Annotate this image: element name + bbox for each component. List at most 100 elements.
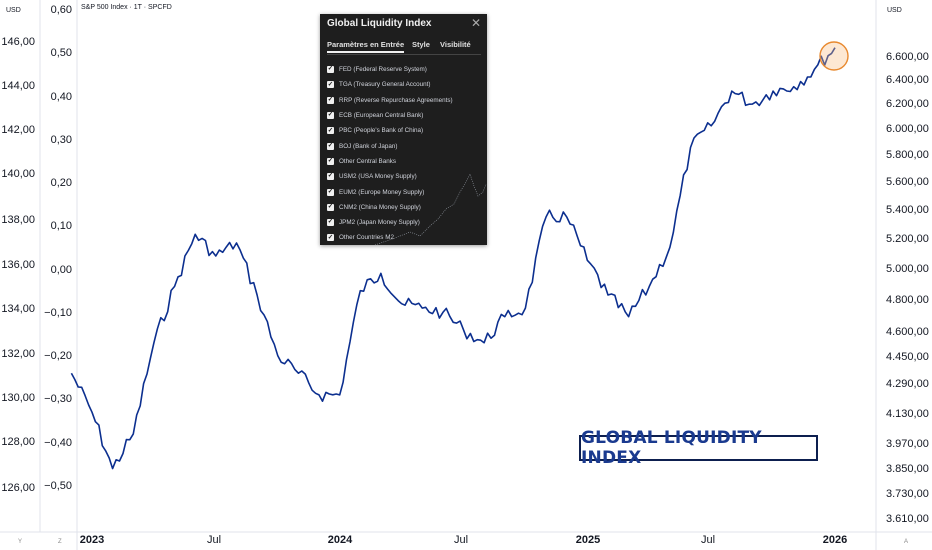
tab-inputs[interactable]: Paramètres en Entrée <box>327 40 405 53</box>
left-inner-tick-label: −0,30 <box>44 393 72 405</box>
checkbox-checked-icon[interactable]: ✓ <box>327 203 334 211</box>
checkbox-item-eum2[interactable]: ✓ EUM2 (Europe Money Supply) <box>327 184 487 199</box>
time-tick-label: Jul <box>207 534 221 546</box>
checkbox-label: CNM2 (China Money Supply) <box>339 203 421 211</box>
checkbox-checked-icon[interactable]: ✓ <box>327 80 334 89</box>
checkbox-checked-icon[interactable]: ✓ <box>327 111 334 120</box>
checkbox-label: FED (Federal Reserve System) <box>339 66 427 74</box>
time-tick-label: 2023 <box>80 534 104 546</box>
right-tick-label: 5.800,00 <box>886 149 929 161</box>
right-tick-label: 6.200,00 <box>886 98 929 110</box>
left-outer-tick-label: 144,00 <box>1 80 35 92</box>
close-icon[interactable]: ✕ <box>470 16 481 30</box>
right-tick-label: 4.290,00 <box>886 378 929 390</box>
checkbox-item-other-m2[interactable]: ✓ Other Countries M2 <box>327 230 487 245</box>
checkbox-item-fed[interactable]: ✓ FED (Federal Reserve System) <box>327 62 487 77</box>
right-axis: 6.600,00 6.400,00 6.200,00 6.000,00 5.800,00… <box>886 51 929 525</box>
left-outer-tick-label: 146,00 <box>1 36 35 48</box>
checkbox-checked-icon[interactable]: ✓ <box>327 233 334 242</box>
right-tick-label: 4.600,00 <box>886 326 929 338</box>
checkbox-item-usm2[interactable]: ✓ USM2 (USA Money Supply) <box>327 169 487 184</box>
checkbox-item-pbc[interactable]: ✓ PBC (People's Bank of China) <box>327 123 487 138</box>
time-axis: 2023 Jul 2024 Jul 2025 Jul 2026 <box>80 534 847 546</box>
checkbox-checked-icon[interactable]: ✓ <box>327 65 334 74</box>
corner-label-mid: Z <box>58 539 62 545</box>
left-unit-label: USD <box>6 7 21 14</box>
indicator-settings-dialog[interactable]: Global Liquidity Index ✕ Paramètres en E… <box>320 14 487 245</box>
left-outer-tick-label: 142,00 <box>1 124 35 136</box>
symbol-label: S&P 500 Index · 1T · SPCFD <box>81 4 172 11</box>
right-tick-label: 3.970,00 <box>886 438 929 450</box>
right-tick-label: 6.000,00 <box>886 123 929 135</box>
checkbox-label: EUM2 (Europe Money Supply) <box>339 188 425 196</box>
checkbox-label: JPM2 (Japan Money Supply) <box>339 219 420 227</box>
corner-label-left: Y <box>18 539 22 545</box>
right-tick-label: 5.200,00 <box>886 233 929 245</box>
checkbox-checked-icon[interactable]: ✓ <box>327 126 334 135</box>
checkbox-checked-icon[interactable]: ✓ <box>327 95 334 104</box>
left-inner-tick-label: 0,40 <box>51 91 72 103</box>
right-tick-label: 5.600,00 <box>886 176 929 188</box>
right-tick-label: 3.850,00 <box>886 463 929 475</box>
checkbox-checked-icon[interactable]: ✓ <box>327 157 334 165</box>
left-outer-tick-label: 140,00 <box>1 168 35 180</box>
checkbox-item-tga[interactable]: ✓ TGA (Treasury General Account) <box>327 77 487 92</box>
corner-label-right: A <box>904 539 908 545</box>
checkbox-label: PBC (People's Bank of China) <box>339 127 424 135</box>
tab-visibility[interactable]: Visibilité <box>440 40 471 49</box>
left-inner-axis: 0,60 0,50 0,40 0,30 0,20 0,10 0,00 −0,10 −0,20 −0… <box>44 4 72 492</box>
checkbox-item-ecb[interactable]: ✓ ECB (European Central Bank) <box>327 108 487 123</box>
checkbox-checked-icon[interactable]: ✓ <box>327 187 334 196</box>
time-tick-label: 2025 <box>576 534 600 546</box>
left-inner-tick-label: −0,20 <box>44 350 72 362</box>
right-tick-label: 3.610,00 <box>886 513 929 525</box>
right-tick-label: 6.400,00 <box>886 74 929 86</box>
input-checkbox-list: ✓ FED (Federal Reserve System) ✓ TGA (Trea… <box>327 62 487 245</box>
right-tick-label: 6.600,00 <box>886 51 929 63</box>
checkbox-label: USM2 (USA Money Supply) <box>339 173 417 181</box>
time-tick-label: 2026 <box>823 534 847 546</box>
right-tick-label: 5.400,00 <box>886 204 929 216</box>
left-inner-tick-label: 0,00 <box>51 264 72 276</box>
checkbox-label: BOJ (Bank of Japan) <box>339 142 398 150</box>
liquidity-index-line <box>70 47 836 470</box>
checkbox-checked-icon[interactable]: ✓ <box>327 218 334 227</box>
checkbox-label: TGA (Treasury General Account) <box>339 81 431 89</box>
right-tick-label: 3.730,00 <box>886 488 929 500</box>
checkbox-label: ECB (European Central Bank) <box>339 112 424 120</box>
left-inner-tick-label: 0,10 <box>51 220 72 232</box>
chart-annotation-label: GLOBAL LIQUIDITY INDEX <box>579 428 818 468</box>
left-inner-tick-label: −0,10 <box>44 307 72 319</box>
checkbox-checked-icon[interactable]: ✓ <box>327 172 334 181</box>
left-outer-tick-label: 130,00 <box>1 392 35 404</box>
checkbox-item-boj[interactable]: ✓ BOJ (Bank of Japan) <box>327 138 487 153</box>
left-outer-tick-label: 126,00 <box>1 482 35 494</box>
left-inner-tick-label: 0,30 <box>51 134 72 146</box>
checkbox-label: Other Central Banks <box>339 157 397 165</box>
left-outer-tick-label: 132,00 <box>1 348 35 360</box>
checkbox-checked-icon[interactable]: ✓ <box>327 141 334 150</box>
left-outer-tick-label: 134,00 <box>1 303 35 315</box>
left-outer-tick-label: 138,00 <box>1 214 35 226</box>
tab-style[interactable]: Style <box>412 40 430 49</box>
checkbox-item-other-cb[interactable]: ✓ Other Central Banks <box>327 154 487 169</box>
checkbox-item-cnm2[interactable]: ✓ CNM2 (China Money Supply) <box>327 200 487 215</box>
dialog-tabs: Paramètres en Entrée Style Visibilité <box>327 40 481 55</box>
left-outer-tick-label: 136,00 <box>1 259 35 271</box>
right-tick-label: 5.000,00 <box>886 263 929 275</box>
background-price-sparkline <box>374 173 487 245</box>
right-tick-label: 4.450,00 <box>886 351 929 363</box>
right-tick-label: 4.800,00 <box>886 294 929 306</box>
left-inner-tick-label: 0,50 <box>51 47 72 59</box>
checkbox-item-jpm2[interactable]: ✓ JPM2 (Japan Money Supply) <box>327 215 487 230</box>
dialog-title: Global Liquidity Index <box>327 18 432 29</box>
left-outer-axis: 146,00 144,00 142,00 140,00 138,00 136,00 134,… <box>1 36 35 494</box>
checkbox-item-rrp[interactable]: ✓ RRP (Reverse Repurchase Agreements) <box>327 93 487 108</box>
checkbox-label: Other Countries M2 <box>339 234 394 242</box>
right-unit-label: USD <box>887 7 902 14</box>
latest-value-highlight <box>819 41 849 71</box>
time-tick-label: Jul <box>454 534 468 546</box>
time-tick-label: 2024 <box>328 534 353 546</box>
